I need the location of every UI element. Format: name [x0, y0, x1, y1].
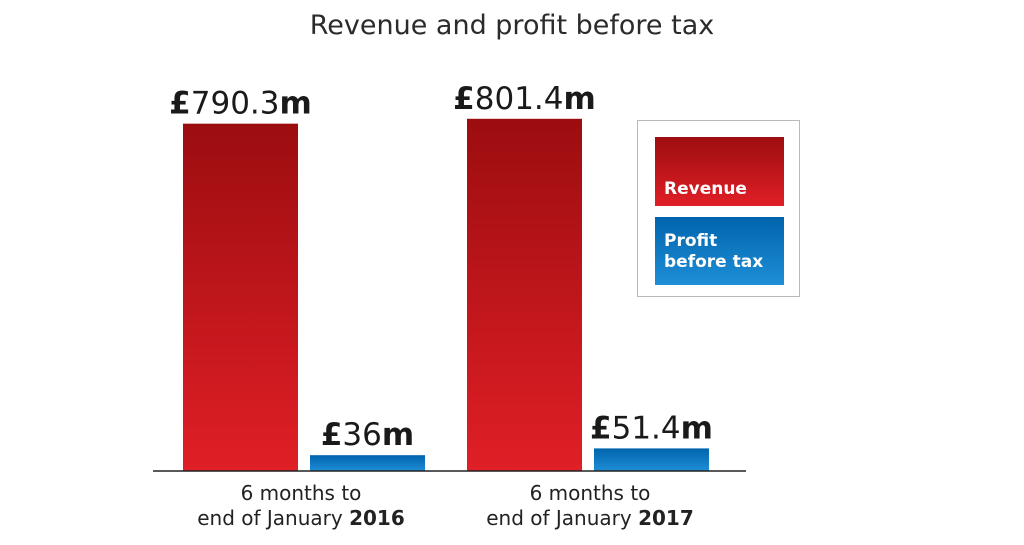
bar-profit-before-tax	[310, 455, 425, 471]
bar-profit-before-tax	[594, 448, 709, 471]
x-axis-category-prefix: end of January	[197, 506, 350, 530]
data-label-profit-before-tax: £36m	[321, 417, 414, 453]
data-label-revenue: £801.4m	[453, 81, 596, 117]
x-axis-category-year: 2017	[638, 506, 694, 530]
x-axis-category-label: 6 months to end of January 2017	[450, 481, 730, 531]
x-axis-category-prefix: end of January	[486, 506, 639, 530]
bar-revenue	[467, 118, 582, 471]
x-axis-category-line1: 6 months to	[240, 481, 362, 505]
legend-label-profit-line2: before tax	[664, 252, 764, 272]
data-label-profit-before-tax: £51.4m	[590, 410, 713, 446]
legend-label-profit-line1: Profit	[664, 231, 718, 251]
x-axis-category-label: 6 months to end of January 2016	[161, 481, 441, 531]
data-label-revenue: £790.3m	[169, 86, 312, 122]
legend: Revenue Profit before tax	[637, 120, 800, 297]
x-axis-category-year: 2016	[349, 506, 405, 530]
x-axis-category-line1: 6 months to	[529, 481, 651, 505]
bar-revenue	[183, 123, 298, 471]
legend-item-profit-before-tax: Profit before tax	[655, 217, 784, 285]
legend-item-revenue: Revenue	[655, 137, 784, 206]
legend-label-revenue: Revenue	[664, 179, 747, 199]
chart-title: Revenue and profit before tax	[309, 10, 715, 41]
